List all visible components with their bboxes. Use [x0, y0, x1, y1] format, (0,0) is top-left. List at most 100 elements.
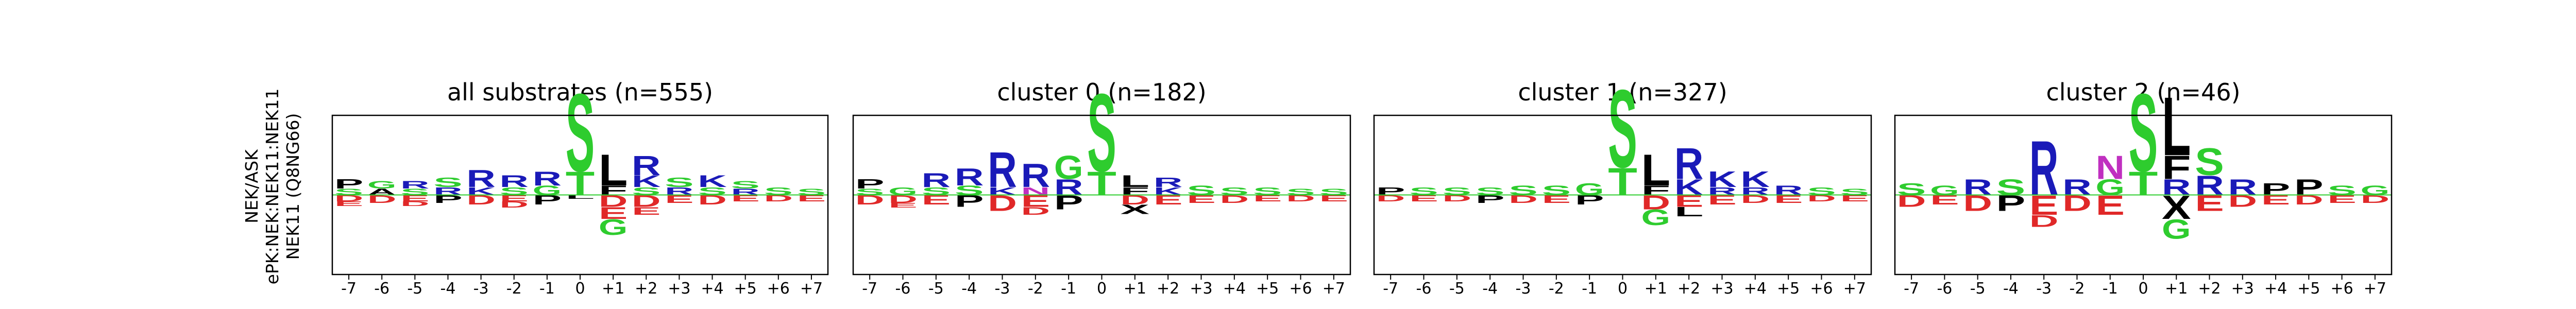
y-label: ePK:NEK:NEK11:NEK11 — [262, 89, 282, 285]
x-tick-label: -5 — [1970, 280, 1986, 298]
logo-letter: E — [1774, 193, 1803, 205]
logo-letter: E — [2327, 193, 2357, 205]
logo-letter: S — [632, 185, 660, 197]
x-tick-label: -1 — [1061, 280, 1076, 298]
logo-letter: D — [367, 193, 396, 205]
logo-letter: D — [1807, 193, 1836, 203]
x-tick-label: 0 — [1618, 280, 1628, 298]
logo-letter: T — [566, 165, 595, 202]
logo-letter: S — [1253, 185, 1282, 197]
logo-letter: L — [1641, 145, 1671, 195]
x-tick-label: -3 — [1516, 280, 1531, 298]
logo-letter: E — [500, 193, 529, 203]
logo-letter: S — [1409, 185, 1438, 197]
logo-letter: E — [665, 193, 693, 205]
x-tick-label: -6 — [1937, 280, 1952, 298]
logo-letter: R — [955, 163, 984, 191]
panel-frame — [1373, 114, 1872, 276]
logo-letter: R — [1154, 175, 1183, 190]
x-tick-label: -2 — [2070, 280, 2085, 298]
x-tick-label: -5 — [407, 280, 422, 298]
logo-letter: R — [922, 169, 951, 192]
logo-letter: R — [433, 185, 462, 197]
x-tick-label: +7 — [800, 280, 823, 298]
logo-letter: R — [665, 185, 693, 197]
logo-letter: S — [500, 185, 529, 197]
logo-letter: R — [1741, 185, 1770, 197]
logo-letter: R — [1963, 175, 1992, 200]
x-tick-label: +1 — [602, 280, 624, 298]
logo-letter: G — [2095, 175, 2125, 200]
logo-letter: S — [731, 179, 759, 191]
x-tick-label: -7 — [862, 280, 877, 298]
logo-letter: T — [1087, 165, 1116, 202]
logo-letter: E — [632, 205, 660, 217]
logo-letter: E — [1187, 193, 1216, 205]
panel: cluster 1 (n=327)PD-7SE-6SD-5SP-4SD-3SE-… — [1373, 66, 1872, 298]
logo-letter: N — [1021, 185, 1050, 197]
x-tick-label: -2 — [506, 280, 522, 298]
x-tick-label: +4 — [2264, 280, 2287, 298]
logo-letter: L — [1121, 172, 1150, 191]
logo-letter: K — [1741, 167, 1770, 192]
x-tick-label: -4 — [2003, 280, 2019, 298]
x-tick-label: 0 — [2138, 280, 2148, 298]
logo-letter: R — [400, 179, 429, 191]
panel-frame — [1894, 114, 2393, 276]
x-tick-label: -1 — [1582, 280, 1597, 298]
x-tick-label: +2 — [2198, 280, 2221, 298]
x-tick-label: -3 — [995, 280, 1010, 298]
logo-letter: S — [1996, 175, 2026, 200]
logo-letter: P — [2294, 175, 2324, 200]
logo-letter: S — [1608, 66, 1637, 191]
x-tick-label: +4 — [701, 280, 723, 298]
logo-letter: E — [400, 193, 429, 203]
logo-letter: R — [2195, 170, 2224, 201]
logo-letter: S — [433, 175, 462, 190]
x-tick-label: +3 — [1190, 280, 1212, 298]
x-tick-label: -4 — [961, 280, 977, 298]
logo-letter: R — [1054, 175, 1083, 200]
logo-letter: E — [1319, 193, 1349, 203]
logo-letter: K — [466, 185, 495, 197]
logo-letter: L — [2162, 79, 2191, 173]
x-tick-label: -5 — [1449, 280, 1465, 298]
x-tick-label: +3 — [668, 280, 690, 298]
logo-letter: R — [2162, 175, 2191, 200]
x-tick-label: +1 — [1645, 280, 1667, 298]
logo-letter: S — [922, 185, 951, 197]
x-tick-label: +3 — [2231, 280, 2254, 298]
logo-letter: D — [888, 193, 918, 205]
logo-letter: D — [1741, 193, 1770, 205]
logo-letter: S — [2129, 71, 2158, 195]
x-tick-label: +5 — [734, 280, 757, 298]
logo-letter: D — [500, 200, 529, 210]
x-tick-label: -1 — [539, 280, 555, 298]
logo-letter: X — [1121, 202, 1150, 217]
y-label: NEK/ASK — [242, 149, 262, 224]
logo-letter: S — [1807, 185, 1836, 197]
x-tick-label: -2 — [1028, 280, 1043, 298]
logo-letter: E — [888, 202, 918, 210]
logo-letter: E — [731, 193, 759, 203]
x-tick-label: -6 — [374, 280, 389, 298]
logo-letter: R — [1707, 185, 1737, 197]
logo-letter: K — [698, 172, 726, 191]
x-tick-label: +2 — [1157, 280, 1179, 298]
x-tick-label: -5 — [928, 280, 944, 298]
logo-letter: P — [334, 177, 363, 192]
x-tick-label: +4 — [1223, 280, 1246, 298]
logo-letter: R — [632, 150, 660, 181]
logo-letter: F — [2162, 149, 2191, 186]
logo-letter: P — [433, 193, 462, 205]
x-tick-label: 0 — [1097, 280, 1107, 298]
x-tick-label: +5 — [1256, 280, 1279, 298]
logo-letter: L — [566, 194, 595, 200]
logo-letter: K — [1707, 167, 1737, 192]
logo-letter: E — [797, 193, 826, 203]
logo-letter: P — [1376, 185, 1405, 197]
x-tick-label: -1 — [2103, 280, 2118, 298]
logo-letter: E — [599, 204, 628, 222]
logo-letter: F — [1121, 185, 1150, 197]
